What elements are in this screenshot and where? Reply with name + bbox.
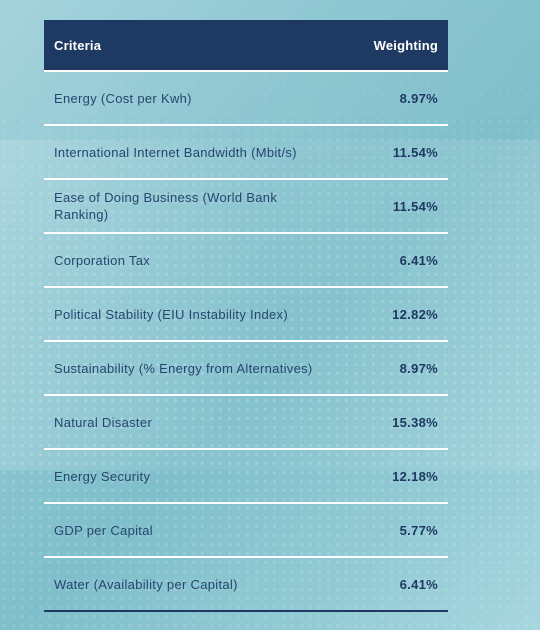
criteria-cell: Sustainability (% Energy from Alternativ… bbox=[54, 360, 313, 376]
weighting-cell: 8.97% bbox=[399, 90, 438, 106]
criteria-cell: Corporation Tax bbox=[54, 252, 151, 268]
table-row: International Internet Bandwidth (Mbit/s… bbox=[44, 126, 448, 180]
criteria-weighting-table: Criteria Weighting Energy (Cost per Kwh)… bbox=[44, 20, 448, 612]
table-row: Corporation Tax 6.41% bbox=[44, 234, 448, 288]
table-row: Natural Disaster 15.38% bbox=[44, 396, 448, 450]
weighting-cell: 12.82% bbox=[392, 306, 438, 322]
criteria-cell: Ease of Doing Business (World Bank Ranki… bbox=[54, 190, 278, 222]
header-criteria: Criteria bbox=[54, 37, 102, 53]
weighting-cell: 11.54% bbox=[392, 144, 438, 160]
table-row: Energy Security 12.18% bbox=[44, 450, 448, 504]
table-row: GDP per Capital 5.77% bbox=[44, 504, 448, 558]
weighting-cell: 6.41% bbox=[399, 576, 438, 592]
table-row: Ease of Doing Business (World Bank Ranki… bbox=[44, 180, 448, 234]
header-weighting: Weighting bbox=[373, 37, 438, 53]
criteria-cell: Water (Availability per Capital) bbox=[54, 576, 238, 592]
table-row: Water (Availability per Capital) 6.41% bbox=[44, 558, 448, 612]
criteria-cell: International Internet Bandwidth (Mbit/s… bbox=[54, 144, 297, 160]
criteria-cell: Natural Disaster bbox=[54, 414, 152, 430]
criteria-cell: GDP per Capital bbox=[54, 522, 153, 538]
weighting-cell: 8.97% bbox=[399, 360, 438, 376]
criteria-cell: Energy (Cost per Kwh) bbox=[54, 90, 192, 106]
table-row: Political Stability (EIU Instability Ind… bbox=[44, 288, 448, 342]
weighting-cell: 5.77% bbox=[399, 522, 438, 538]
table-row: Energy (Cost per Kwh) 8.97% bbox=[44, 72, 448, 126]
criteria-cell: Energy Security bbox=[54, 468, 151, 484]
background-band bbox=[0, 140, 540, 470]
weighting-cell: 15.38% bbox=[392, 414, 438, 430]
table-row: Sustainability (% Energy from Alternativ… bbox=[44, 342, 448, 396]
weighting-cell: 12.18% bbox=[392, 468, 438, 484]
weighting-cell: 6.41% bbox=[399, 252, 438, 268]
weighting-cell: 11.54% bbox=[392, 198, 438, 214]
table-header: Criteria Weighting bbox=[44, 20, 448, 72]
criteria-cell: Political Stability (EIU Instability Ind… bbox=[54, 306, 288, 322]
